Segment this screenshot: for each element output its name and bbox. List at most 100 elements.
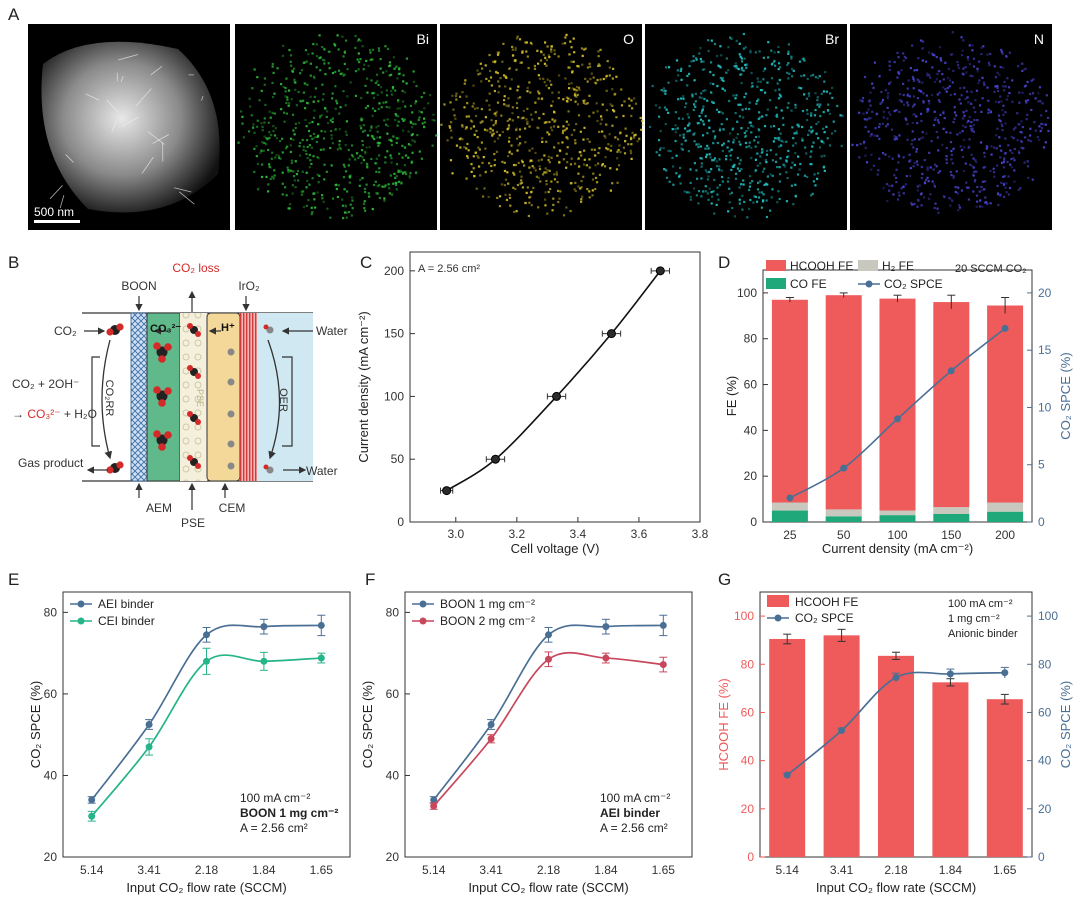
y-axis-title: FE (%) bbox=[724, 376, 739, 416]
map-pixel bbox=[571, 71, 574, 74]
map-pixel bbox=[260, 175, 264, 179]
map-pixel bbox=[608, 74, 611, 77]
map-pixel bbox=[274, 156, 277, 159]
map-pixel bbox=[360, 117, 363, 120]
map-pixel bbox=[640, 128, 643, 131]
map-pixel bbox=[379, 57, 382, 61]
map-pixel bbox=[761, 148, 764, 151]
map-pixel bbox=[940, 59, 943, 63]
map-pixel bbox=[667, 66, 671, 69]
map-pixel bbox=[373, 137, 376, 141]
map-pixel bbox=[815, 177, 819, 180]
map-pixel bbox=[570, 46, 573, 49]
map-pixel bbox=[281, 171, 284, 174]
map-pixel bbox=[707, 198, 710, 201]
map-pixel bbox=[679, 69, 682, 72]
bar-hfe bbox=[879, 510, 916, 516]
map-pixel bbox=[1024, 136, 1027, 139]
map-pixel bbox=[380, 106, 383, 109]
map-pixel bbox=[786, 177, 789, 180]
map-pixel bbox=[529, 41, 533, 45]
map-pixel bbox=[684, 139, 687, 142]
map-pixel bbox=[930, 93, 933, 97]
map-pixel bbox=[573, 188, 576, 191]
map-pixel bbox=[256, 119, 259, 122]
map-pixel bbox=[895, 168, 898, 171]
map-pixel bbox=[409, 144, 412, 147]
map-pixel bbox=[506, 119, 509, 123]
map-pixel bbox=[686, 113, 689, 116]
map-pixel bbox=[550, 156, 553, 159]
map-pixel bbox=[702, 105, 705, 108]
map-pixel bbox=[450, 121, 453, 124]
map-pixel bbox=[387, 65, 391, 68]
map-pixel bbox=[767, 56, 770, 59]
map-pixel bbox=[950, 173, 953, 177]
map-pixel bbox=[597, 64, 600, 68]
map-pixel bbox=[371, 107, 375, 110]
map-pixel bbox=[737, 103, 740, 106]
map-pixel bbox=[945, 161, 948, 165]
data-point bbox=[1001, 669, 1009, 677]
sem-flake bbox=[152, 134, 170, 144]
map-pixel bbox=[267, 121, 270, 124]
map-pixel bbox=[504, 85, 507, 88]
map-pixel bbox=[700, 162, 703, 165]
map-pixel bbox=[636, 140, 639, 143]
map-pixel bbox=[880, 90, 883, 94]
legend-swatch bbox=[766, 260, 786, 271]
map-pixel bbox=[358, 184, 361, 187]
legend-label: BOON 2 mg cm⁻² bbox=[440, 614, 535, 628]
map-pixel bbox=[728, 132, 732, 135]
map-pixel bbox=[1013, 159, 1016, 162]
map-pixel bbox=[1007, 144, 1010, 147]
map-pixel bbox=[679, 97, 683, 100]
plot-frame bbox=[404, 591, 693, 858]
map-pixel bbox=[263, 135, 266, 138]
map-pixel bbox=[712, 73, 715, 77]
map-pixel bbox=[485, 77, 488, 81]
map-pixel bbox=[511, 45, 514, 48]
map-background bbox=[440, 24, 642, 230]
map-pixel bbox=[378, 136, 382, 139]
map-pixel bbox=[896, 76, 899, 79]
map-pixel bbox=[628, 104, 631, 107]
map-pixel bbox=[827, 103, 830, 106]
map-pixel bbox=[584, 102, 587, 106]
map-pixel bbox=[574, 139, 577, 142]
map-pixel bbox=[699, 46, 702, 50]
map-pixel bbox=[525, 118, 528, 121]
map-pixel bbox=[518, 128, 522, 131]
map-pixel bbox=[336, 195, 340, 199]
map-pixel bbox=[491, 134, 494, 137]
map-pixel bbox=[534, 111, 537, 114]
map-pixel bbox=[698, 52, 701, 55]
map-pixel bbox=[987, 99, 990, 102]
map-pixel bbox=[260, 122, 263, 125]
map-pixel bbox=[631, 107, 634, 110]
map-pixel bbox=[691, 93, 694, 96]
map-pixel bbox=[453, 114, 456, 117]
map-pixel bbox=[998, 136, 1001, 139]
map-pixel bbox=[488, 53, 491, 57]
map-pixel bbox=[885, 183, 889, 186]
map-pixel bbox=[302, 61, 305, 65]
map-pixel bbox=[737, 67, 740, 71]
map-pixel bbox=[787, 149, 790, 153]
map-pixel bbox=[878, 123, 881, 126]
map-pixel bbox=[531, 147, 534, 150]
map-pixel bbox=[408, 174, 411, 178]
map-pixel bbox=[521, 186, 525, 189]
map-pixel bbox=[943, 117, 946, 120]
map-pixel bbox=[397, 99, 400, 102]
map-pixel bbox=[519, 61, 522, 64]
map-pixel bbox=[745, 63, 748, 66]
map-pixel bbox=[253, 170, 256, 174]
map-pixel bbox=[989, 169, 992, 173]
map-pixel bbox=[272, 124, 275, 128]
map-pixel bbox=[700, 60, 703, 63]
map-pixel bbox=[517, 97, 520, 100]
map-pixel bbox=[659, 129, 662, 133]
data-point bbox=[946, 670, 954, 678]
map-pixel bbox=[323, 130, 327, 133]
